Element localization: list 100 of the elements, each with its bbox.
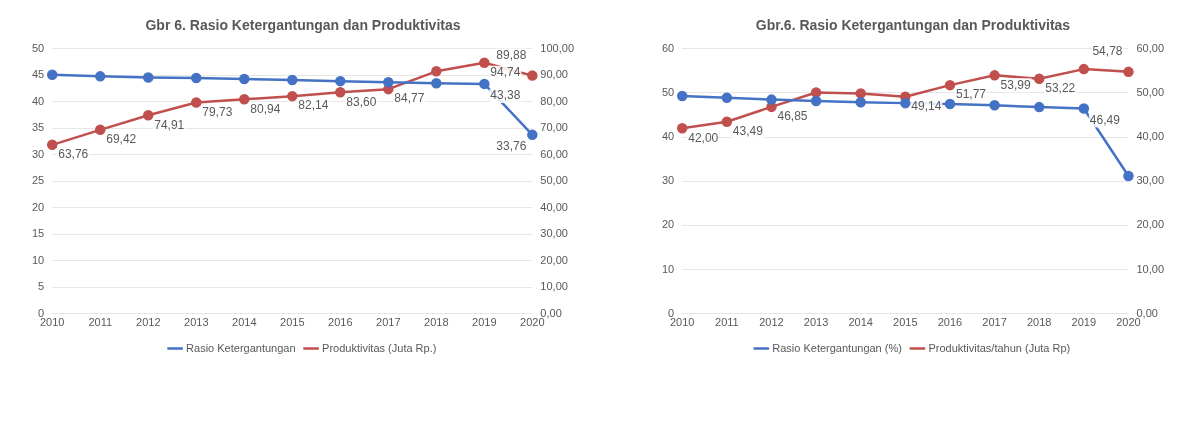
legend-label: Rasio Ketergantungan (%) (772, 341, 902, 354)
point (46, 139, 58, 151)
point (1033, 101, 1045, 113)
point (855, 88, 866, 99)
y-tick-label: 60 (661, 41, 675, 54)
x-tick-label: 2011 (88, 316, 113, 329)
y-tick-label: 0 (38, 306, 45, 319)
data-label: 82,14 (298, 98, 329, 113)
data-label: 63,76 (58, 147, 89, 162)
data-label: 69,42 (106, 132, 137, 147)
point (335, 75, 346, 87)
point (1123, 170, 1134, 182)
point (766, 94, 777, 105)
x-tick-label: 2012 (136, 316, 161, 329)
point (431, 78, 442, 89)
point (1123, 66, 1134, 78)
y-tick-label: 40 (661, 130, 675, 143)
point (383, 76, 394, 88)
x-tick-label: 2010 (669, 316, 695, 329)
data-label: 54,78 (1092, 44, 1123, 59)
chart-title: Gbr 6. Rasio Ketergantungan dan Produktivitas (145, 17, 461, 34)
point (527, 129, 538, 141)
legend-label: Produktivitas (Juta Rp.) (322, 341, 437, 354)
data-label: 51,77 (955, 87, 987, 102)
data-label: 46,85 (777, 109, 808, 124)
point (989, 100, 1000, 111)
point (479, 57, 490, 68)
data-label: 89,88 (496, 47, 527, 62)
point (810, 87, 822, 98)
point (431, 66, 442, 77)
point (721, 116, 733, 127)
point (287, 74, 298, 86)
point (95, 124, 106, 136)
data-label: 33,76 (496, 139, 527, 154)
y2-tick-label: 60,00 (540, 147, 568, 160)
data-label: 43,38 (490, 88, 521, 103)
y2-tick-label: 0,00 (540, 306, 562, 319)
point (143, 110, 154, 121)
data-label: 84,77 (394, 91, 425, 106)
y-tick-label: 25 (31, 174, 45, 187)
data-label: 80,94 (250, 101, 281, 116)
y-tick-label: 5 (38, 280, 45, 293)
point (239, 73, 250, 85)
y-tick-label: 10 (661, 262, 675, 275)
x-tick-label: 2013 (184, 316, 209, 329)
point (855, 96, 866, 108)
y2-tick-label: 30,00 (540, 227, 568, 240)
data-label: 53,22 (1045, 81, 1076, 96)
point (1033, 73, 1045, 84)
point (721, 92, 733, 104)
point (46, 69, 58, 81)
y-tick-label: 30 (31, 147, 45, 160)
x-tick-label: 2018 (424, 316, 449, 329)
y2-tick-label: 10,00 (540, 280, 568, 293)
x-tick-label: 2012 (759, 316, 784, 329)
data-label: 79,73 (202, 104, 233, 119)
x-tick-label: 2018 (1026, 316, 1052, 329)
x-tick-label: 2011 (715, 316, 739, 329)
y2-tick-label: 10,00 (1136, 262, 1164, 275)
y2-tick-label: 40,00 (540, 200, 568, 213)
x-tick-label: 2017 (376, 316, 401, 329)
y2-tick-label: 80,00 (540, 94, 568, 107)
point (527, 70, 538, 81)
data-label: 74,91 (154, 117, 185, 132)
y2-tick-label: 50,00 (1136, 86, 1164, 98)
x-tick-label: 2015 (280, 316, 305, 329)
y-tick-label: 20 (31, 200, 45, 213)
y-tick-label: 50 (31, 41, 45, 54)
y-tick-label: 45 (31, 68, 45, 81)
point (1078, 103, 1090, 114)
x-tick-label: 2020 (1116, 316, 1141, 329)
y-tick-label: 30 (661, 174, 675, 187)
point (191, 72, 202, 84)
chart-title: Gbr.6. Rasio Ketergantungan dan Produktivitas (755, 17, 1071, 34)
point (810, 95, 822, 107)
legend-label: Rasio Ketergantungan (186, 341, 296, 354)
y2-tick-label: 20,00 (1136, 218, 1164, 231)
y2-tick-label: 30,00 (1136, 174, 1164, 187)
point (191, 97, 202, 108)
y-tick-label: 35 (31, 121, 45, 134)
y2-tick-label: 60,00 (1136, 41, 1164, 54)
x-tick-label: 2014 (848, 316, 873, 329)
x-tick-label: 2019 (472, 316, 497, 329)
y-tick-label: 20 (661, 218, 675, 231)
data-label: 94,74 (490, 65, 521, 80)
data-label: 43,49 (732, 124, 764, 139)
point (143, 72, 154, 83)
x-tick-label: 2013 (803, 316, 829, 329)
y2-tick-label: 100,00 (540, 41, 575, 54)
point (676, 90, 688, 102)
point (676, 123, 688, 134)
x-tick-label: 2016 (328, 316, 353, 329)
point (239, 94, 250, 105)
legend-label: Produktivitas/tahun (Juta Rp) (928, 341, 1071, 354)
y-tick-label: 50 (661, 86, 675, 98)
x-tick-label: 2017 (982, 316, 1007, 329)
point (989, 70, 1000, 81)
y2-tick-label: 20,00 (540, 253, 568, 266)
y-tick-label: 15 (31, 227, 45, 240)
point (335, 87, 346, 98)
